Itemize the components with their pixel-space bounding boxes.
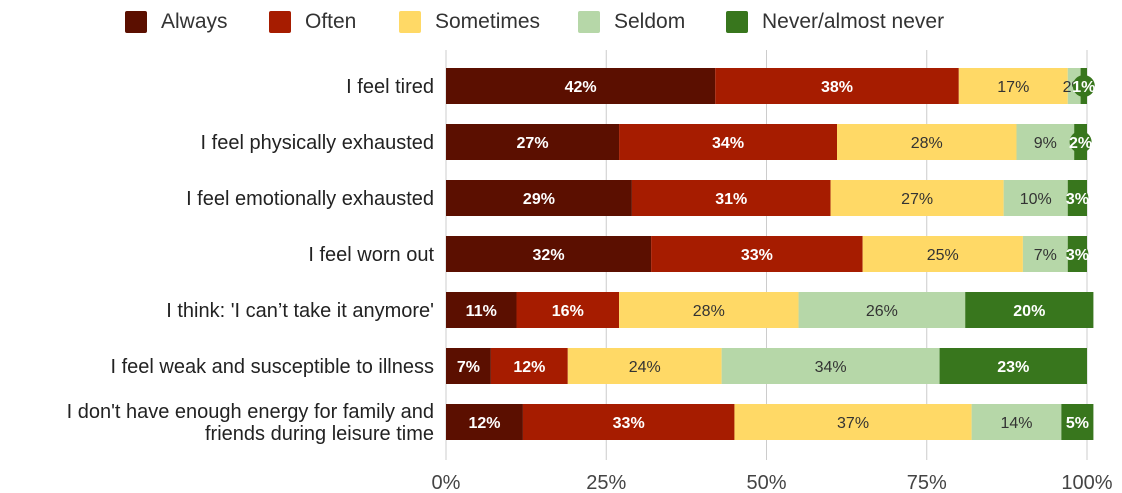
bar-segment-always (446, 236, 652, 272)
data-label: 9% (1034, 135, 1057, 152)
legend-label: Never/almost never (762, 10, 945, 33)
data-label: 32% (533, 247, 565, 264)
legend-swatch (578, 11, 600, 33)
data-label: 23% (997, 359, 1029, 376)
bar-segment-sometimes (837, 124, 1017, 160)
data-label: 42% (565, 79, 597, 96)
bar-segment-seldom (1003, 180, 1068, 216)
data-label: 12% (513, 359, 545, 376)
data-label: 14% (1000, 415, 1032, 432)
data-label: 34% (815, 359, 847, 376)
data-label: 12% (468, 415, 500, 432)
bar-segment-always (446, 68, 716, 104)
data-label: 29% (523, 191, 555, 208)
x-tick-label: 0% (432, 472, 461, 493)
x-tick-label: 75% (907, 472, 947, 493)
bar-segment-often (651, 236, 863, 272)
data-label: 33% (741, 247, 773, 264)
bar-segment-always (446, 348, 491, 384)
bar-segment-sometimes (830, 180, 1004, 216)
bar-segment-seldom (1022, 236, 1068, 272)
legend-item: Never/almost never (726, 10, 944, 34)
data-label: 28% (911, 135, 943, 152)
category-label: I feel physically exhausted (201, 132, 434, 154)
bar-segment-always (446, 404, 523, 440)
bar-segment-often (631, 180, 831, 216)
bar-segment-sometimes (958, 68, 1068, 104)
data-label-badge (1066, 187, 1089, 209)
bar-segment-sometimes (734, 404, 972, 440)
data-label: 20% (1013, 303, 1045, 320)
data-label: 3% (1066, 247, 1089, 264)
bar-segment-never-almost-never (939, 348, 1087, 384)
data-label: 33% (613, 415, 645, 432)
data-label: 38% (821, 79, 853, 96)
data-label: 24% (629, 359, 661, 376)
data-label: 26% (866, 303, 898, 320)
bar-segment-always (446, 292, 517, 328)
data-label-badge (1069, 131, 1092, 153)
data-label: 17% (997, 79, 1029, 96)
bar-segment-sometimes (567, 348, 722, 384)
bar-segment-often (522, 404, 735, 440)
data-label: 27% (517, 135, 549, 152)
data-label: 3% (1066, 191, 1089, 208)
bar-segment-sometimes (619, 292, 799, 328)
data-label: 10% (1020, 191, 1052, 208)
category-label: I feel worn out (308, 244, 434, 266)
data-label: 7% (457, 359, 480, 376)
bar-segment-always (446, 180, 632, 216)
legend-item: Always (125, 10, 228, 34)
data-label: 34% (712, 135, 744, 152)
data-label: 31% (715, 191, 747, 208)
legend-swatch (125, 11, 147, 33)
category-label: I don't have enough energy for family an… (67, 401, 434, 445)
x-tick-label: 25% (586, 472, 626, 493)
bars: 42%38%17%2%1%27%34%28%9%2%29%31%27%10%3%… (446, 68, 1095, 440)
data-label: 27% (901, 191, 933, 208)
legend-label: Seldom (614, 10, 686, 33)
bar-segment-sometimes (862, 236, 1023, 272)
legend-label: Sometimes (435, 10, 541, 33)
bar-segment-often (715, 68, 959, 104)
bar-segment-always (446, 124, 620, 160)
data-label: 1% (1072, 79, 1095, 96)
data-label: 7% (1034, 247, 1057, 264)
legend: Always Often Sometimes Seldom Never/almost n… (0, 0, 1122, 44)
bar-segment-never-almost-never (1061, 404, 1094, 440)
data-label: 11% (466, 303, 497, 320)
legend-label: Always (161, 10, 228, 33)
category-label: I feel weak and susceptible to illness (110, 356, 434, 378)
legend-item: Sometimes (399, 10, 540, 34)
data-label: 5% (1066, 415, 1089, 432)
data-label: 25% (927, 247, 959, 264)
data-label: 16% (552, 303, 584, 320)
bar-segment-seldom (798, 292, 966, 328)
data-label-badge (1072, 75, 1095, 97)
bar-segment-never-almost-never (965, 292, 1094, 328)
bar-segment-seldom (721, 348, 940, 384)
data-label: 2% (1069, 135, 1092, 152)
legend-item: Often (269, 10, 356, 34)
legend-label: Often (305, 10, 357, 33)
data-label: 28% (693, 303, 725, 320)
legend-swatch (726, 11, 748, 33)
data-label-badge (1066, 243, 1089, 265)
legend-swatch (399, 11, 421, 33)
bar-segment-often (619, 124, 838, 160)
category-label: I feel emotionally exhausted (186, 188, 434, 210)
data-label: 37% (837, 415, 869, 432)
legend-item: Seldom (578, 10, 685, 34)
legend-swatch (269, 11, 291, 33)
bar-segment-often (516, 292, 620, 328)
bar-segment-seldom (1016, 124, 1075, 160)
bar-segment-often (490, 348, 568, 384)
x-tick-label: 100% (1061, 472, 1112, 493)
category-label: I think: 'I can’t take it anymore' (166, 300, 434, 322)
bar-segment-seldom (971, 404, 1062, 440)
x-tick-label: 50% (746, 472, 786, 493)
category-label: I feel tired (346, 76, 434, 98)
